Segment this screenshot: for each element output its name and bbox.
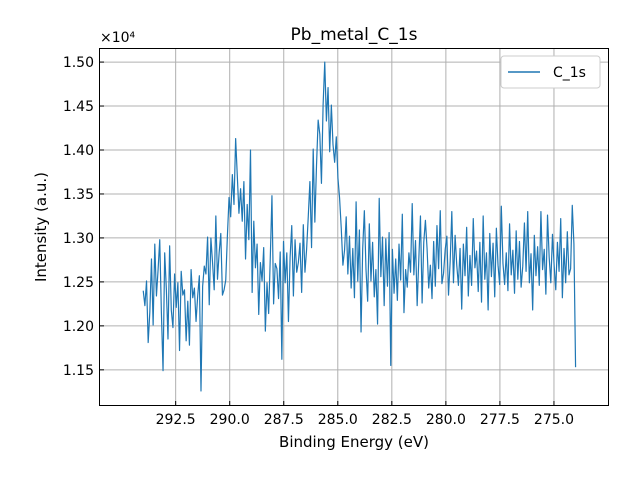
x-tick-label: 275.0 [534,412,574,428]
x-tick-label: 287.5 [264,412,304,428]
y-offset-label: ×10⁴ [100,30,136,46]
y-tick-label: 1.35 [63,187,94,203]
y-axis-label: Intensity (a.u.) [32,172,50,282]
y-tick-label: 1.25 [63,275,94,291]
x-tick-label: 290.0 [210,412,250,428]
legend-label: C_1s [553,65,586,81]
legend-box [500,55,601,89]
x-tick-label: 280.0 [426,412,466,428]
series-line-C_1s [142,61,577,392]
x-tick-label: 277.5 [480,412,520,428]
x-tick-label: 285.0 [318,412,358,428]
x-tick-label: 292.5 [156,412,196,428]
y-tick-label: 1.30 [63,231,94,247]
chart-title: Pb_metal_C_1s [291,25,418,45]
y-tick-label: 1.45 [63,99,94,115]
x-tick-label: 282.5 [372,412,412,428]
series-layer [142,61,577,392]
x-axis-label: Binding Energy (eV) [279,433,429,451]
y-tick-label: 1.20 [63,319,94,335]
x-axis-ticks: 292.5 290.0 287.5 285.0 282.5 280.0 277.5 275.0 [156,401,574,428]
legend: C_1s [500,55,601,89]
y-tick-label: 1.50 [63,55,94,71]
y-tick-label: 1.40 [63,143,94,159]
y-tick-label: 1.15 [63,363,94,379]
y-axis-ticks: 1.15 1.20 1.25 1.30 1.35 1.40 1.45 1.50 [63,55,104,379]
plot-frame [99,48,609,406]
